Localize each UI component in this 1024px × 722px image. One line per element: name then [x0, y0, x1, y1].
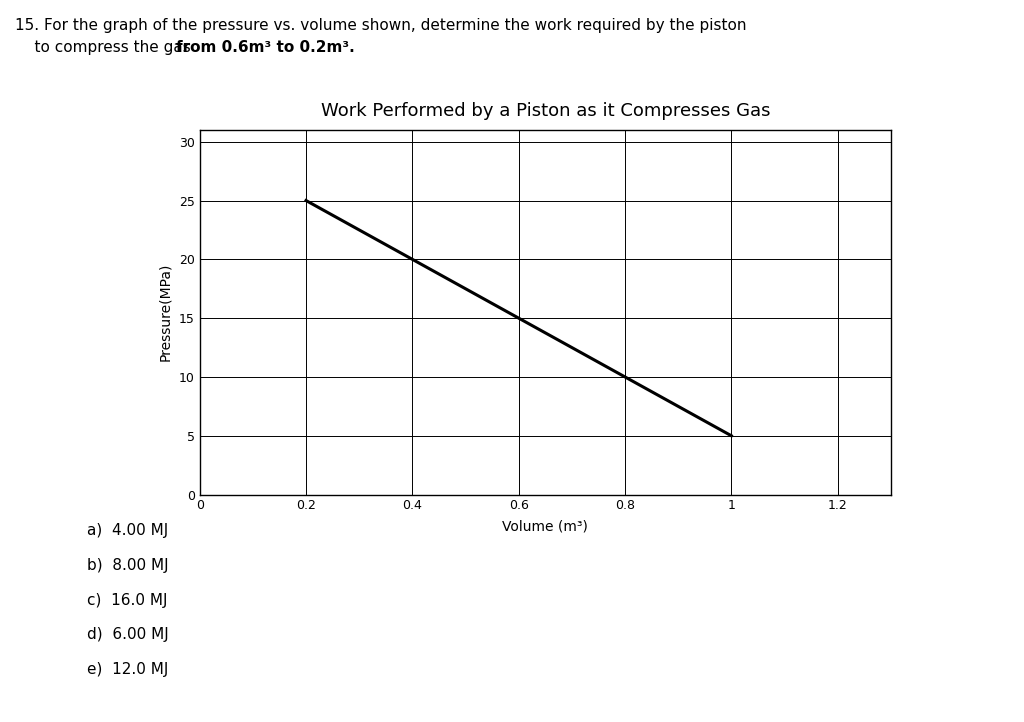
Y-axis label: Pressure(MPa): Pressure(MPa) [158, 263, 172, 362]
Text: 15. For the graph of the pressure vs. volume shown, determine the work required : 15. For the graph of the pressure vs. vo… [15, 18, 746, 33]
Text: d)  6.00 MJ: d) 6.00 MJ [87, 627, 169, 643]
Text: c)  16.0 MJ: c) 16.0 MJ [87, 593, 168, 608]
Text: a)  4.00 MJ: a) 4.00 MJ [87, 523, 168, 539]
Text: from 0.6m³ to 0.2m³.: from 0.6m³ to 0.2m³. [176, 40, 355, 55]
Text: to compress the gas: to compress the gas [15, 40, 196, 55]
Text: b)  8.00 MJ: b) 8.00 MJ [87, 558, 169, 573]
Text: e)  12.0 MJ: e) 12.0 MJ [87, 662, 168, 677]
Title: Work Performed by a Piston as it Compresses Gas: Work Performed by a Piston as it Compres… [321, 102, 770, 120]
X-axis label: Volume (m³): Volume (m³) [503, 519, 588, 534]
